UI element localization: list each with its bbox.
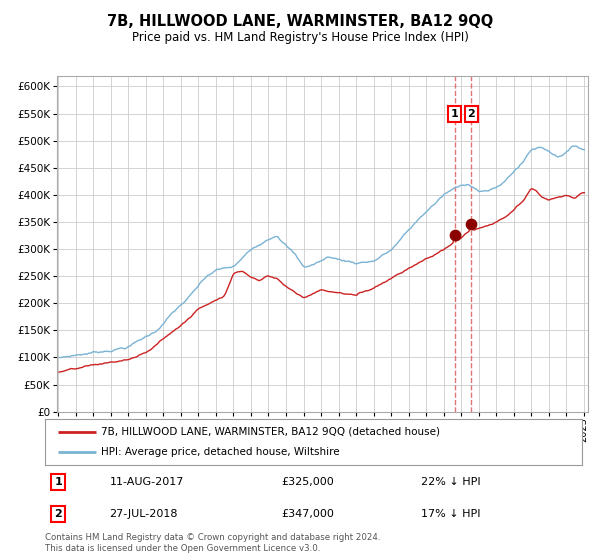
Text: 22% ↓ HPI: 22% ↓ HPI: [421, 477, 481, 487]
Text: HPI: Average price, detached house, Wiltshire: HPI: Average price, detached house, Wilt…: [101, 447, 340, 457]
Text: 1: 1: [451, 109, 458, 119]
Text: Contains HM Land Registry data © Crown copyright and database right 2024.
This d: Contains HM Land Registry data © Crown c…: [45, 533, 380, 553]
Text: 11-AUG-2017: 11-AUG-2017: [109, 477, 184, 487]
Text: 7B, HILLWOOD LANE, WARMINSTER, BA12 9QQ (detached house): 7B, HILLWOOD LANE, WARMINSTER, BA12 9QQ …: [101, 427, 440, 437]
Text: £347,000: £347,000: [281, 509, 334, 519]
Text: 2: 2: [55, 509, 62, 519]
Text: £325,000: £325,000: [281, 477, 334, 487]
Text: 27-JUL-2018: 27-JUL-2018: [109, 509, 178, 519]
Text: 2: 2: [467, 109, 475, 119]
Point: [466, 219, 476, 228]
Point: [450, 231, 460, 240]
Text: Price paid vs. HM Land Registry's House Price Index (HPI): Price paid vs. HM Land Registry's House …: [131, 31, 469, 44]
Text: 7B, HILLWOOD LANE, WARMINSTER, BA12 9QQ: 7B, HILLWOOD LANE, WARMINSTER, BA12 9QQ: [107, 14, 493, 29]
Text: 17% ↓ HPI: 17% ↓ HPI: [421, 509, 481, 519]
Text: 1: 1: [55, 477, 62, 487]
